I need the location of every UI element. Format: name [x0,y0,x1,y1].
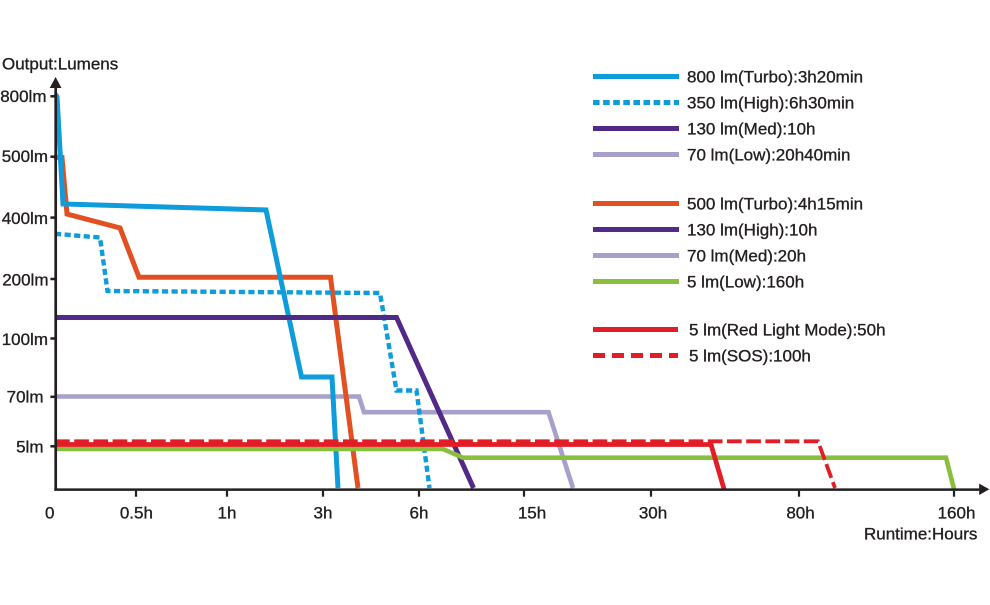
svg-text:200lm: 200lm [2,271,48,290]
svg-text:5 lm(Red Light Mode):50h: 5 lm(Red Light Mode):50h [689,321,886,340]
svg-text:1h: 1h [218,504,237,523]
svg-text:160h: 160h [938,504,976,523]
svg-text:Output:Lumens: Output:Lumens [2,55,118,74]
svg-text:15h: 15h [518,504,546,523]
svg-text:500 lm(Turbo):4h15min: 500 lm(Turbo):4h15min [687,195,863,214]
svg-text:70 lm(Med):20h: 70 lm(Med):20h [687,247,806,266]
svg-text:70lm: 70lm [7,388,44,407]
svg-text:3h: 3h [314,504,333,523]
svg-text:500lm: 500lm [2,147,48,166]
svg-text:80h: 80h [786,504,814,523]
svg-text:130 lm(Med):10h: 130 lm(Med):10h [687,120,816,139]
svg-text:0: 0 [45,504,54,523]
svg-text:0.5h: 0.5h [120,504,153,523]
svg-text:5 lm(Low):160h: 5 lm(Low):160h [687,273,804,292]
svg-text:130 lm(High):10h: 130 lm(High):10h [687,221,817,240]
svg-text:800 lm(Turbo):3h20min: 800 lm(Turbo):3h20min [687,68,863,87]
svg-text:100lm: 100lm [2,330,48,349]
svg-text:400lm: 400lm [2,209,48,228]
svg-text:800lm: 800lm [0,87,46,106]
svg-text:70 lm(Low):20h40min: 70 lm(Low):20h40min [687,146,850,165]
svg-text:350 lm(High):6h30min: 350 lm(High):6h30min [687,94,854,113]
svg-text:5lm: 5lm [16,438,43,457]
svg-text:Runtime:Hours: Runtime:Hours [864,525,977,544]
svg-text:5 lm(SOS):100h: 5 lm(SOS):100h [689,347,811,366]
svg-text:6h: 6h [410,504,429,523]
svg-text:30h: 30h [639,504,667,523]
